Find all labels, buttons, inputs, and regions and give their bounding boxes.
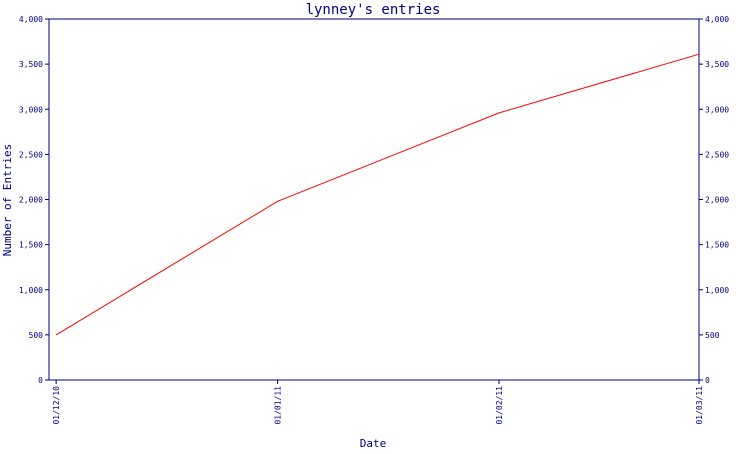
y-tick-label-left: 3,000 [19, 105, 43, 114]
y-axis-right: 0 500 1,000 1,500 2,000 2,500 3,000 3,500 4,000 [699, 15, 729, 385]
y-tick-label-left: 4,000 [19, 15, 43, 24]
y-tick-label-left: 500 [29, 331, 44, 340]
x-axis: 01/12/10 01/01/11 01/02/11 01/03/11 [52, 380, 704, 425]
y-tick-label-left: 1,000 [19, 286, 43, 295]
y-tick-label-right: 1,000 [705, 286, 729, 295]
y-tick-label-right: 2,500 [705, 150, 729, 159]
chart-title: lynney's entries [306, 2, 441, 18]
plot-border [48, 18, 700, 381]
y-tick-label-right: 2,000 [705, 196, 729, 205]
y-tick-label-right: 0 [705, 376, 710, 385]
y-tick-label-right: 3,000 [705, 105, 729, 114]
y-axis-left: 0 500 1,000 1,500 2,000 2,500 3,000 3,500 4,000 [19, 15, 49, 385]
y-tick-label-right: 500 [705, 331, 720, 340]
y-tick-label-left: 1,500 [19, 241, 43, 250]
y-tick-label-left: 2,000 [19, 196, 43, 205]
x-tick-label: 01/01/11 [274, 386, 283, 425]
y-tick-label-left: 2,500 [19, 150, 43, 159]
x-axis-title: Date [360, 437, 387, 450]
y-tick-label-left: 3,500 [19, 60, 43, 69]
y-tick-label-right: 3,500 [705, 60, 729, 69]
y-tick-label-right: 1,500 [705, 241, 729, 250]
y-axis-title: Number of Entries [1, 144, 14, 257]
x-tick-label: 01/02/11 [495, 386, 504, 425]
series-line [55, 53, 700, 336]
y-tick-label-right: 4,000 [705, 15, 729, 24]
series-layer [55, 53, 700, 336]
x-tick-label: 01/12/10 [52, 386, 61, 425]
plot-frame [48, 18, 700, 381]
x-tick-label: 01/03/11 [695, 386, 704, 425]
y-tick-label-left: 0 [38, 376, 43, 385]
